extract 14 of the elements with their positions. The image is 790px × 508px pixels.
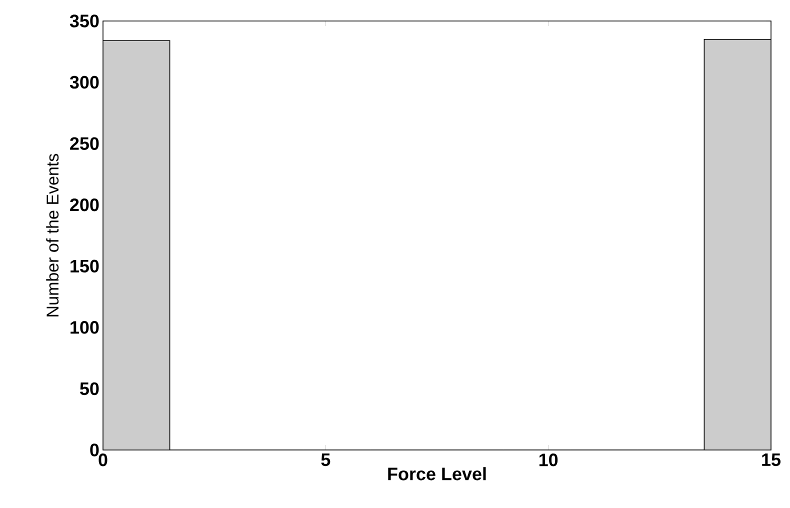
y-axis-title: Number of the Events [46,154,59,316]
y-tick-label: 350 [70,14,99,28]
y-tick-label: 50 [80,382,99,396]
x-axis-title: Force Level [388,467,486,480]
y-tick-label: 200 [70,198,99,212]
y-tick-label: 0 [90,444,99,456]
x-tick-label: 0 [98,454,108,466]
y-tick-label: 250 [70,137,99,150]
x-tick-label: 15 [762,454,781,466]
y-tick-label: 100 [70,321,99,334]
x-tick-label: 10 [539,454,558,466]
y-tick-label: 300 [70,76,99,89]
y-tick-label: 150 [70,260,99,273]
x-tick-label: 5 [321,454,330,466]
